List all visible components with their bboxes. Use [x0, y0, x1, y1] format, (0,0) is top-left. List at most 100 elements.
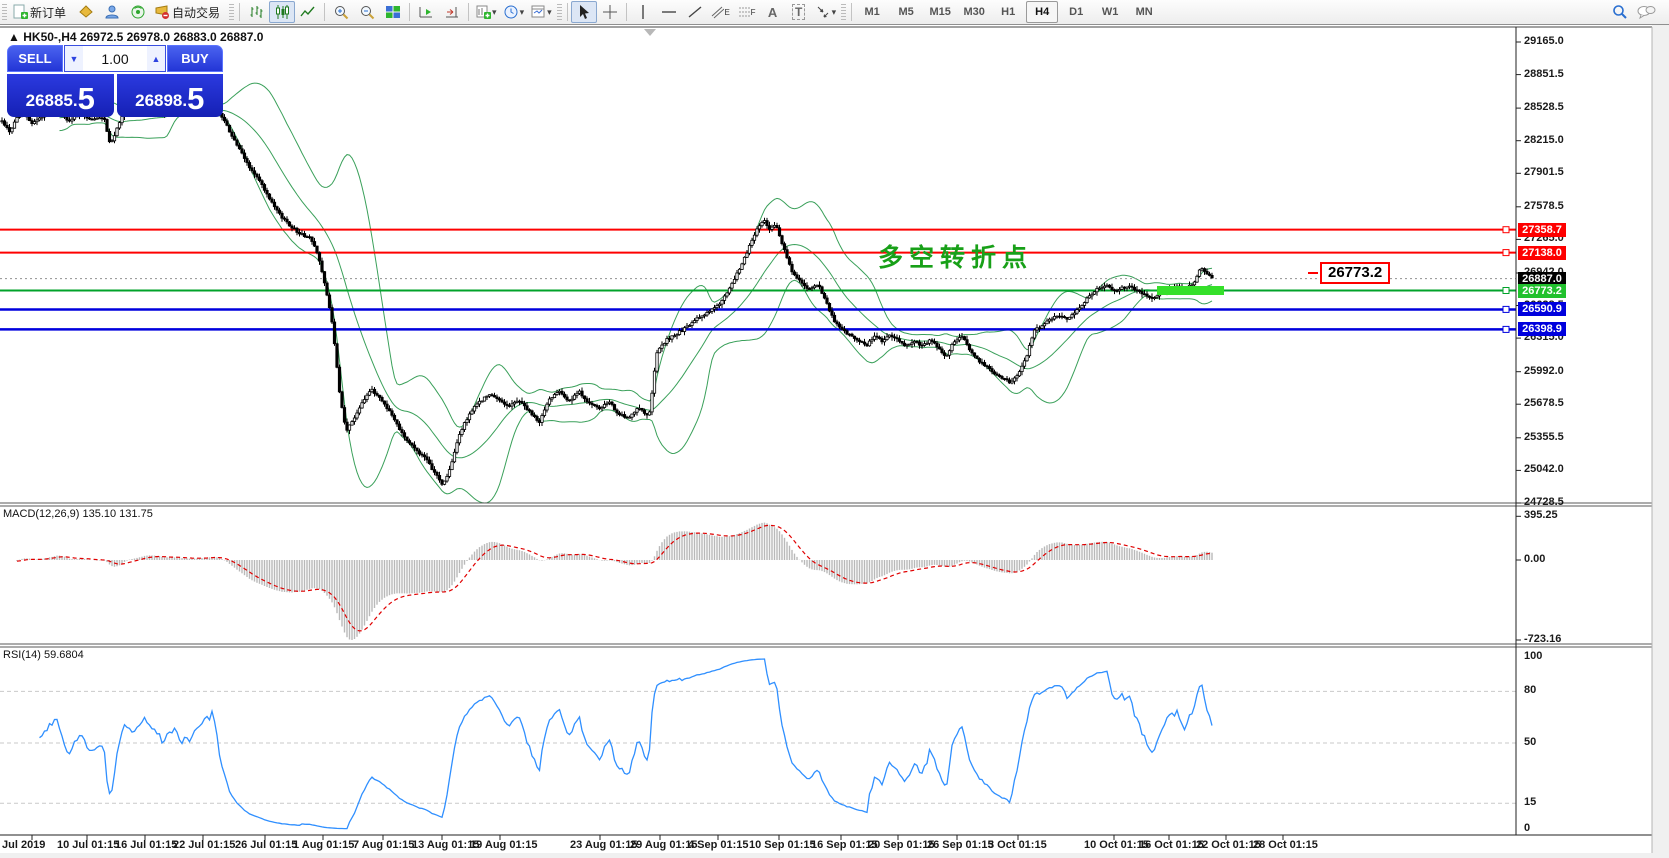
price-tick-label: 27578.5 [1524, 199, 1564, 212]
crosshair-icon [602, 5, 617, 19]
market-watch-button[interactable] [73, 1, 99, 23]
zoom-out-button[interactable] [354, 1, 380, 23]
timeframe-button-h1[interactable]: H1 [1001, 6, 1016, 18]
auto-scroll-icon [419, 7, 433, 18]
time-axis-label: 26 Jul 01:15 [235, 839, 298, 851]
time-axis-label: 7 Aug 01:15 [353, 839, 415, 851]
price-tick-label: 28851.5 [1524, 67, 1564, 80]
chart-shift-button[interactable] [439, 1, 465, 23]
chart-annotation-text[interactable]: 多空转折点 [878, 244, 1034, 272]
dropdown-arrow-icon: ▾ [519, 6, 525, 17]
text-button[interactable]: A [760, 1, 786, 23]
time-axis-label: 26 Sep 01:15 [927, 839, 994, 851]
zoom-in-icon [335, 6, 349, 20]
time-axis-label: 20 Sep 01:15 [868, 839, 935, 851]
price-tick-label: 25992.0 [1524, 364, 1564, 377]
price-callout-box[interactable]: 26773.2 [1320, 262, 1391, 284]
horizontal-line-button[interactable] [656, 1, 682, 23]
auto-scroll-button[interactable] [413, 1, 439, 23]
time-axis-label: 16 Oct 01:15 [1139, 839, 1204, 851]
period-button[interactable]: ▾ [500, 1, 528, 23]
template-button[interactable]: ▾ [527, 1, 555, 23]
signal-button[interactable] [125, 1, 151, 23]
template-icon [531, 5, 545, 18]
fibonacci-letter: F [750, 7, 756, 17]
separator [625, 3, 627, 21]
rsi-scale-label: 100 [1524, 650, 1543, 662]
time-axis-label: 3 Oct 01:15 [988, 839, 1047, 851]
price-line-label: 27358.7 [1518, 222, 1566, 237]
volume-increase-button[interactable]: ▲ [147, 46, 165, 71]
channel-button[interactable]: E [708, 1, 734, 23]
text-tool-icon: A [767, 4, 778, 20]
fibonacci-button[interactable]: F [734, 1, 760, 23]
price-tick-label: 24728.5 [1524, 495, 1564, 508]
separator [324, 3, 326, 21]
main-toolbar: 新订单 自动交易 [0, 0, 1669, 25]
sell-button[interactable]: SELL [7, 45, 63, 72]
timeframe-button-m5[interactable]: M5 [898, 6, 914, 18]
zoom-in-button[interactable] [328, 1, 354, 23]
chat-button[interactable] [1633, 1, 1659, 23]
crosshair-button[interactable] [597, 1, 623, 23]
vertical-line-icon [641, 5, 644, 19]
price-tick-label: 25355.5 [1524, 430, 1564, 443]
buy-price-display[interactable]: 26898. 5 [116, 74, 223, 117]
vertical-line-button[interactable] [630, 1, 656, 23]
timeframe-button-m1[interactable]: M1 [864, 6, 880, 18]
trendline-button[interactable] [682, 1, 708, 23]
navigator-button[interactable] [99, 1, 125, 23]
arrows-button[interactable]: ▾ [812, 1, 840, 23]
volume-input[interactable]: 1.00 [101, 50, 129, 67]
sell-price-dot: . [72, 91, 78, 110]
separator [851, 3, 853, 21]
arrows-icon [817, 6, 828, 18]
sell-price-frac: 5 [77, 81, 95, 116]
panel-toggle-icon[interactable]: ▲ [8, 30, 20, 44]
signal-icon [131, 5, 145, 19]
candlestick-chart-button[interactable] [269, 1, 296, 23]
timeframe-button-h4[interactable]: H4 [1026, 1, 1059, 23]
search-button[interactable] [1607, 1, 1633, 23]
cursor-button[interactable] [570, 1, 597, 23]
time-axis-label: 23 Aug 01:15 [570, 839, 638, 851]
macd-label: MACD(12,26,9) 135.10 131.75 [3, 508, 153, 520]
timeframe-button-d1[interactable]: D1 [1069, 6, 1084, 18]
sell-price-display[interactable]: 26885. 5 [7, 74, 114, 117]
price-tick-label: 28215.0 [1524, 133, 1564, 146]
channel-icon [712, 6, 725, 19]
auto-trading-icon [155, 5, 170, 19]
volume-stepper: ▼ 1.00 ▲ [64, 45, 166, 72]
toolbar-grip[interactable] [2, 4, 7, 20]
new-order-button[interactable]: 新订单 [9, 1, 73, 23]
price-tick-label: 29165.0 [1524, 35, 1564, 47]
time-axis-label: 19 Aug 01:15 [470, 839, 538, 851]
line-chart-button[interactable] [295, 1, 321, 23]
timeframe-button-w1[interactable]: W1 [1101, 6, 1119, 18]
candlestick-chart-icon [276, 5, 290, 19]
dropdown-arrow-icon: ▾ [492, 6, 497, 17]
toolbar-grip[interactable] [841, 4, 847, 20]
dropdown-arrow-icon: ▾ [831, 6, 837, 17]
new-chart-button[interactable]: ▾ [472, 1, 500, 23]
zoom-out-icon [361, 6, 375, 20]
timeframe-button-mn[interactable]: MN [1135, 6, 1153, 18]
buy-price-dot: . [182, 91, 188, 110]
tile-windows-button[interactable] [380, 1, 406, 23]
time-axis-label: 16 Sep 01:15 [811, 839, 878, 851]
timeframe-button-m15[interactable]: M15 [929, 6, 951, 18]
timeframe-button-m30[interactable]: M30 [963, 6, 985, 18]
new-order-label: 新订单 [30, 5, 67, 20]
auto-trading-button[interactable]: 自动交易 [151, 1, 227, 23]
text-label-icon: T [791, 4, 806, 20]
chart-shift-icon [446, 7, 459, 18]
fibonacci-icon [738, 7, 750, 17]
bar-chart-icon [250, 6, 263, 18]
buy-button[interactable]: BUY [167, 45, 223, 72]
toolbar-grip[interactable] [556, 4, 562, 20]
bar-chart-button[interactable] [243, 1, 269, 23]
toolbar-grip[interactable] [229, 4, 235, 20]
text-label-button[interactable]: T [786, 1, 812, 23]
volume-decrease-button[interactable]: ▼ [65, 46, 83, 71]
